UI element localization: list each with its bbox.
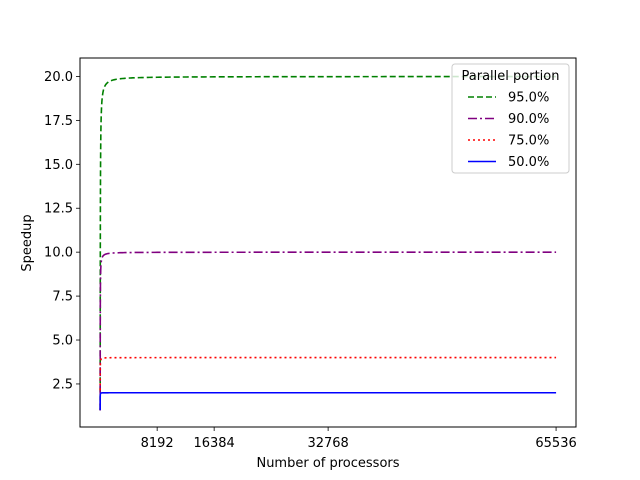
legend-box — [451, 63, 570, 174]
x-tick-label: 16384 — [193, 436, 234, 451]
legend-label: 75.0% — [508, 134, 549, 149]
legend-title: Parallel portion — [462, 69, 560, 84]
legend: Parallel portion 95.0% 90.0% 75.0% 50.0% — [451, 63, 570, 174]
series-line-1 — [99, 251, 557, 411]
y-tick-label: 7.5 — [52, 290, 73, 305]
y-tick-label: 12.5 — [44, 202, 73, 217]
series-line-0 — [99, 75, 557, 411]
legend-label: 90.0% — [508, 112, 549, 127]
x-axis-title: Number of processors — [256, 456, 399, 471]
y-tick-label: 5.0 — [52, 334, 73, 349]
y-axis-title: Speedup — [20, 214, 35, 271]
y-tick-label: 15.0 — [44, 158, 73, 173]
x-tick-label: 65536 — [535, 436, 576, 451]
series-line-3 — [99, 391, 557, 411]
legend-label: 50.0% — [508, 155, 549, 170]
y-tick-label: 20.0 — [44, 70, 73, 85]
x-axis: 8192 16384 32768 65536 — [141, 427, 577, 451]
series-line-2 — [99, 356, 557, 411]
y-axis: 2.5 5.0 7.5 10.0 12.5 15.0 17.5 20.0 — [44, 70, 80, 392]
y-tick-label: 2.5 — [52, 377, 73, 392]
y-tick-label: 17.5 — [44, 114, 73, 129]
y-tick-label: 10.0 — [44, 246, 73, 261]
x-tick-label: 32768 — [307, 436, 348, 451]
x-tick-label: 8192 — [141, 436, 174, 451]
plot-area — [99, 75, 557, 411]
legend-label: 95.0% — [508, 91, 549, 106]
